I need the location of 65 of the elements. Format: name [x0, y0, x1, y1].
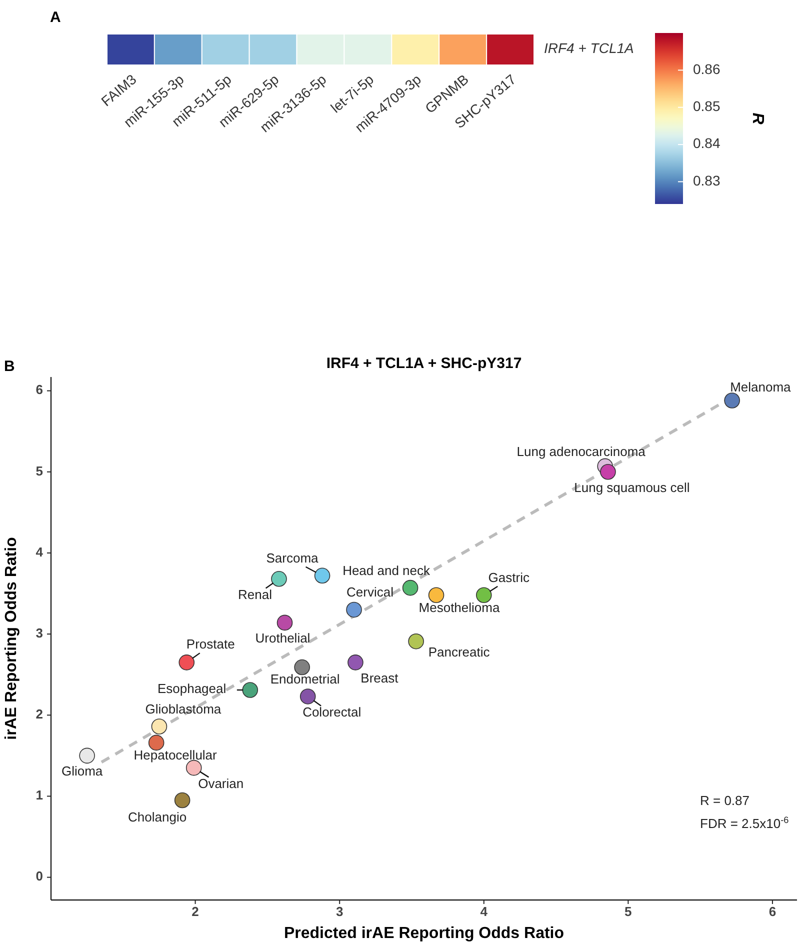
color-bar-label: 0.84	[693, 135, 720, 152]
x-tick-label: 6	[768, 904, 776, 919]
y-tick-label: 1	[36, 788, 43, 803]
text: A	[50, 9, 61, 26]
annotation: Prostate	[186, 636, 235, 652]
point	[314, 568, 330, 584]
point	[428, 587, 444, 604]
annotation: R = 0.87	[700, 793, 750, 808]
chart-title: IRF4 + TCL1A + SHC-pY317	[326, 355, 522, 372]
x-tick-label: 3	[336, 904, 344, 919]
annotation: Glioma	[61, 764, 104, 780]
x-tick-label: 4	[480, 904, 488, 919]
point	[724, 392, 740, 408]
point	[178, 654, 195, 670]
x-tick-label: 2	[192, 904, 199, 919]
point	[148, 734, 164, 751]
y-tick-label: 3	[36, 625, 43, 640]
point	[348, 654, 364, 670]
point	[402, 580, 418, 596]
point	[294, 659, 310, 676]
point	[151, 718, 168, 734]
annotation: Gastric	[488, 570, 530, 586]
point	[476, 587, 492, 604]
point	[600, 464, 616, 480]
x-axis-title: Predicted irAE Reporting Odds Ratio	[284, 925, 564, 942]
annotation: Hepatocellular	[134, 748, 218, 764]
y-tick-label: 0	[36, 868, 43, 884]
annotation: Lung squamous cell	[574, 480, 690, 496]
color-bar-title: R	[749, 112, 766, 125]
annotation: Mesothelioma	[418, 600, 500, 616]
y-tick-label: 2	[36, 706, 43, 722]
point	[79, 748, 95, 764]
annotation: Pancreatic	[428, 644, 490, 660]
annotation: FDR = 2.5x10$^{-6}$	[700, 815, 789, 831]
point	[242, 682, 258, 698]
annotation: Cholangio	[128, 810, 187, 825]
color-bar-label: 0.85	[693, 98, 720, 114]
y-tick-label: 4	[36, 544, 44, 560]
x-tick-label: 5	[624, 904, 632, 919]
annotation: Colorectal	[302, 704, 362, 720]
annotation: Esophageal	[157, 681, 226, 696]
y-tick-label: 5	[36, 463, 43, 478]
annotation: Breast	[360, 670, 399, 686]
y-tick-label: 6	[36, 382, 43, 398]
annotation: Lung adenocarcinoma	[516, 444, 646, 460]
annotation: Head and neck	[342, 563, 431, 578]
text: B	[4, 358, 15, 375]
annotation: Sarcoma	[266, 551, 320, 566]
point	[276, 614, 293, 631]
point	[271, 571, 287, 587]
color-bar-label: 0.86	[693, 60, 720, 77]
annotation: Endometrial	[270, 672, 340, 687]
point	[174, 792, 190, 808]
point	[300, 688, 316, 704]
annotation: Cervical	[346, 585, 394, 600]
annotation: Urothelial	[255, 631, 310, 646]
annotation: Melanoma	[730, 380, 792, 395]
y2-tick-label: IRF4 + TCL1A	[544, 40, 634, 56]
annotation: Ovarian	[198, 776, 244, 792]
point	[408, 633, 424, 650]
point	[346, 602, 362, 618]
color-bar-label: 0.83	[693, 172, 720, 188]
y-axis-title: irAE Reporting Odds Ratio	[3, 536, 20, 740]
annotation: Renal	[238, 587, 272, 602]
annotation: Glioblastoma	[145, 702, 222, 717]
